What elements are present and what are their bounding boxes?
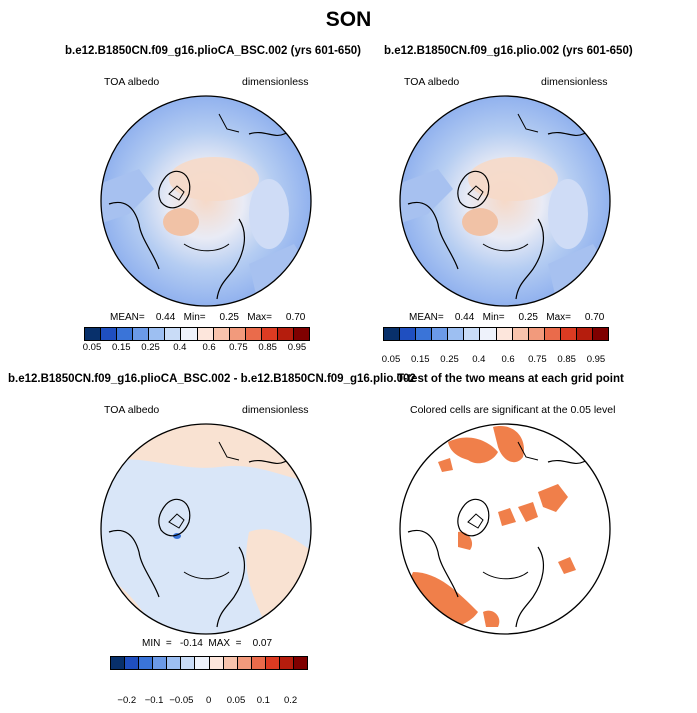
- polar-map-top-left: [100, 95, 312, 307]
- colorbar-tick-label: 0.05: [82, 342, 102, 353]
- colorbar-tick-label: 0: [206, 695, 212, 706]
- colorbar-swatch: [153, 657, 168, 669]
- colorbar-swatch: [237, 657, 252, 669]
- units-label-bottom-left: dimensionless: [242, 404, 309, 416]
- polar-map-bottom-right: [399, 423, 611, 635]
- panel-subtitle-bottom-right: Colored cells are significant at the 0.0…: [410, 404, 616, 416]
- colorbar-tick-label: 0.4: [173, 342, 187, 353]
- colorbar-swatch: [149, 328, 166, 340]
- colorbar-swatch: [576, 328, 594, 340]
- colorbar-swatch: [251, 657, 266, 669]
- colorbar-tick-label: 0.75: [229, 342, 248, 353]
- field-label-top-right: TOA albedo: [404, 76, 460, 88]
- panel-title-bottom-left: b.e12.B1850CN.f09_g16.plioCA_BSC.002 - b…: [8, 373, 416, 385]
- colorbar-swatch: [245, 328, 262, 340]
- colorbar-swatch: [496, 328, 513, 340]
- colorbar-swatch: [279, 657, 295, 669]
- colorbar-swatch: [400, 328, 417, 340]
- colorbar-swatch: [85, 328, 102, 340]
- colorbar-swatch: [229, 328, 246, 340]
- colorbar-swatch: [197, 328, 214, 340]
- field-label-top-left: TOA albedo: [104, 76, 160, 88]
- colorbar-swatch: [167, 657, 182, 669]
- colorbar-swatch: [448, 328, 465, 340]
- stats-top-left: MEAN= 0.44 Min= 0.25 Max= 0.70: [110, 312, 306, 323]
- colorbar-top-right: [383, 327, 609, 341]
- colorbar-swatch: [512, 328, 529, 340]
- stats-top-right: MEAN= 0.44 Min= 0.25 Max= 0.70: [409, 312, 605, 323]
- colorbar-tick-label: 0.25: [440, 354, 459, 365]
- colorbar-swatch: [544, 328, 561, 340]
- colorbar-swatch: [165, 328, 182, 340]
- colorbar-bottom-left: [110, 656, 308, 670]
- colorbar-ticks-bottom-left: −0.2 −0.1 −0.05 0 0.05 0.1 0.2: [110, 695, 306, 707]
- colorbar-swatch: [181, 328, 198, 340]
- colorbar-swatch: [265, 657, 280, 669]
- units-label-top-left: dimensionless: [242, 76, 309, 88]
- colorbar-tick-label: −0.05: [169, 695, 194, 706]
- colorbar-swatch: [117, 328, 134, 340]
- colorbar-tick-label: 0.6: [202, 342, 216, 353]
- polar-map-top-right: [399, 95, 611, 307]
- colorbar-tick-label: 0.2: [283, 695, 298, 706]
- colorbar-swatch: [111, 657, 126, 669]
- colorbar-swatch: [209, 657, 224, 669]
- colorbar-swatch: [101, 328, 118, 340]
- colorbar-swatch: [277, 328, 295, 340]
- colorbar-swatch: [181, 657, 196, 669]
- colorbar-tick-label: 0.6: [501, 354, 515, 365]
- colorbar-swatch: [125, 657, 140, 669]
- colorbar-swatch: [294, 328, 310, 340]
- panel-title-top-left: b.e12.B1850CN.f09_g16.plioCA_BSC.002 (yr…: [65, 45, 361, 57]
- colorbar-top-left: [84, 327, 310, 341]
- colorbar-tick-label: 0.95: [287, 342, 307, 353]
- colorbar-tick-label: 0.1: [256, 695, 270, 706]
- colorbar-tick-label: 0.95: [586, 354, 606, 365]
- colorbar-swatch: [139, 657, 154, 669]
- colorbar-tick-label: 0.15: [112, 342, 131, 353]
- colorbar-swatch: [480, 328, 497, 340]
- colorbar-tick-label: 0.15: [411, 354, 430, 365]
- colorbar-swatch: [560, 328, 577, 340]
- colorbar-tick-label: −0.2: [117, 695, 137, 706]
- colorbar-swatch: [261, 328, 278, 340]
- colorbar-tick-label: 0.85: [557, 354, 576, 365]
- colorbar-swatch: [294, 657, 308, 669]
- colorbar-swatch: [432, 328, 449, 340]
- colorbar-swatch: [384, 328, 401, 340]
- colorbar-tick-label: −0.1: [144, 695, 164, 706]
- colorbar-swatch: [528, 328, 545, 340]
- field-label-bottom-left: TOA albedo: [104, 404, 160, 416]
- colorbar-tick-label: 0.05: [381, 354, 401, 365]
- colorbar-tick-label: 0.25: [141, 342, 160, 353]
- colorbar-swatch: [195, 657, 210, 669]
- colorbar-tick-label: 0.05: [226, 695, 246, 706]
- colorbar-ticks-top-right: 0.05 0.15 0.25 0.4 0.6 0.75 0.85 0.95: [381, 354, 607, 366]
- colorbar-swatch: [133, 328, 150, 340]
- units-label-top-right: dimensionless: [541, 76, 608, 88]
- colorbar-tick-label: 0.4: [472, 354, 486, 365]
- colorbar-swatch: [223, 657, 238, 669]
- panel-title-bottom-right: T-test of the two means at each grid poi…: [397, 373, 624, 385]
- colorbar-swatch: [593, 328, 609, 340]
- season-title: SON: [325, 8, 372, 31]
- panel-title-top-right: b.e12.B1850CN.f09_g16.plio.002 (yrs 601-…: [384, 45, 633, 57]
- polar-map-bottom-left: [100, 423, 312, 635]
- colorbar-swatch: [464, 328, 481, 340]
- colorbar-tick-label: 0.75: [528, 354, 547, 365]
- colorbar-ticks-top-left: 0.05 0.15 0.25 0.4 0.6 0.75 0.85 0.95: [82, 342, 308, 354]
- stats-bottom-left: MIN = -0.14 MAX = 0.07: [142, 638, 273, 649]
- colorbar-swatch: [416, 328, 433, 340]
- colorbar-swatch: [213, 328, 230, 340]
- colorbar-tick-label: 0.85: [258, 342, 277, 353]
